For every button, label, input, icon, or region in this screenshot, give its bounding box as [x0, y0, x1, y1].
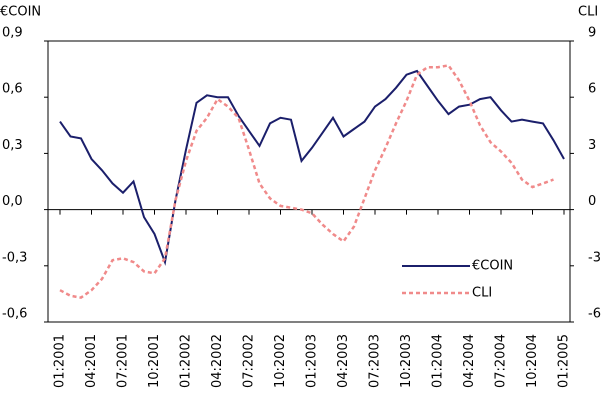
- x-tick-label: 10:2002: [273, 334, 288, 388]
- x-tick-label: 01:2004: [431, 334, 446, 388]
- x-tick-label: 04:2001: [84, 334, 99, 388]
- x-tick-label: 04:2002: [210, 334, 225, 388]
- line-series: [59, 64, 554, 299]
- y-tick-label: -0,6: [2, 307, 27, 322]
- y2-tick-label: 3: [588, 138, 596, 153]
- x-tick-label: 10:2001: [147, 334, 162, 388]
- y2-tick-label: 9: [588, 26, 596, 41]
- y-tick-label: 0,0: [2, 194, 23, 209]
- plot-frame: [47, 40, 571, 323]
- y-tick-label: 0,6: [2, 82, 23, 97]
- x-tick-label: 01:2003: [305, 334, 320, 388]
- legend-label: CLI: [472, 286, 492, 301]
- x-tick-label: 04:2004: [462, 334, 477, 388]
- x-tick-label: 04:2003: [336, 334, 351, 388]
- x-tick-label: 01:2005: [557, 334, 572, 388]
- x-tick-label: 07:2001: [116, 334, 131, 388]
- x-tick-label: 10:2004: [525, 334, 540, 388]
- x-tick-label: 01:2002: [179, 334, 194, 388]
- x-tick-label: 10:2003: [399, 334, 414, 388]
- y2-tick-label: 0: [588, 194, 596, 209]
- x-tick-label: 07:2002: [242, 334, 257, 388]
- y-axis-title: €COIN: [0, 5, 41, 20]
- x-tick-label: 07:2003: [368, 334, 383, 388]
- y2-tick-label: 6: [588, 82, 596, 97]
- y2-tick-label: -6: [588, 307, 601, 322]
- x-tick-label: 07:2004: [494, 334, 509, 388]
- line-series: [59, 69, 565, 266]
- y2-axis-title: CLI: [578, 5, 598, 20]
- y-tick-label: -0,3: [2, 250, 27, 265]
- y-tick-label: 0,9: [2, 26, 23, 41]
- legend-label: €COIN: [472, 259, 513, 274]
- x-tick-label: 01:2001: [53, 334, 68, 388]
- y2-tick-label: -3: [588, 250, 601, 265]
- y-tick-label: 0,3: [2, 138, 23, 153]
